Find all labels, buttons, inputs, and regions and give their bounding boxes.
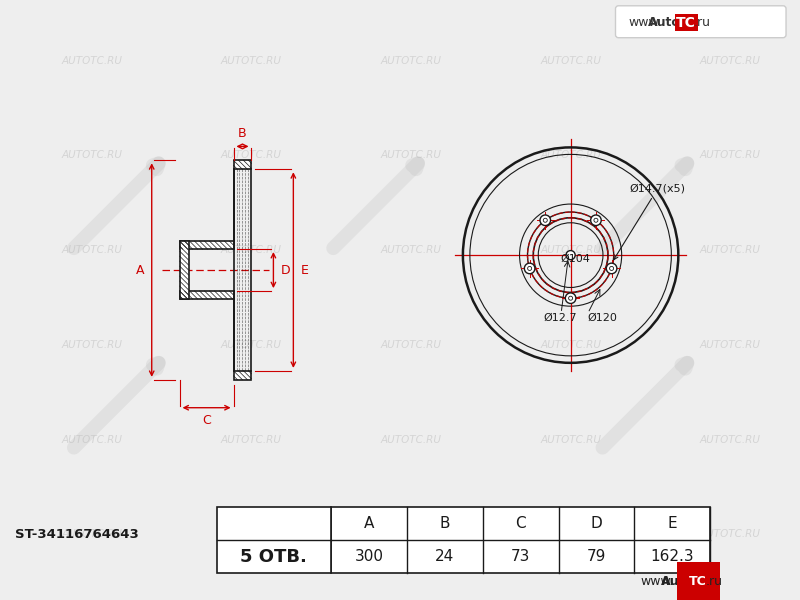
Text: TC: TC	[676, 16, 696, 30]
Text: AUTOTC.RU: AUTOTC.RU	[381, 245, 442, 255]
Text: AUTOTC.RU: AUTOTC.RU	[221, 245, 282, 255]
Text: AUTOTC.RU: AUTOTC.RU	[62, 151, 122, 160]
Text: C: C	[202, 413, 211, 427]
Text: AUTOTC.RU: AUTOTC.RU	[381, 529, 442, 539]
Text: .ru: .ru	[706, 575, 722, 588]
Polygon shape	[180, 291, 234, 299]
Text: AUTOTC.RU: AUTOTC.RU	[700, 151, 761, 160]
Text: TC: TC	[690, 575, 707, 588]
Text: C: C	[515, 517, 526, 532]
Circle shape	[606, 263, 617, 274]
Text: .ru: .ru	[694, 16, 710, 29]
FancyBboxPatch shape	[615, 6, 786, 38]
Text: B: B	[440, 517, 450, 532]
Text: 5 ОТВ.: 5 ОТВ.	[241, 548, 307, 566]
Polygon shape	[234, 371, 251, 380]
Text: 73: 73	[511, 550, 530, 565]
Text: AUTOTC.RU: AUTOTC.RU	[221, 151, 282, 160]
Text: AUTOTC.RU: AUTOTC.RU	[221, 56, 282, 65]
Text: AUTOTC.RU: AUTOTC.RU	[540, 529, 601, 539]
Text: 162.3: 162.3	[650, 550, 694, 565]
Polygon shape	[180, 241, 234, 249]
Circle shape	[590, 215, 602, 226]
Text: AUTOTC.RU: AUTOTC.RU	[540, 56, 601, 65]
Text: Ø12.7: Ø12.7	[543, 313, 577, 323]
Text: www.: www.	[641, 575, 674, 588]
Text: 79: 79	[587, 550, 606, 565]
Text: AUTOTC.RU: AUTOTC.RU	[221, 434, 282, 445]
Text: Ø14.7(x5): Ø14.7(x5)	[614, 184, 686, 260]
Text: E: E	[667, 517, 677, 532]
Polygon shape	[234, 160, 251, 169]
Text: Auto: Auto	[649, 16, 682, 29]
Text: AUTOTC.RU: AUTOTC.RU	[62, 56, 122, 65]
Circle shape	[524, 263, 535, 274]
Text: AUTOTC.RU: AUTOTC.RU	[700, 434, 761, 445]
Text: A: A	[136, 263, 145, 277]
Text: AUTOTC.RU: AUTOTC.RU	[381, 56, 442, 65]
Bar	[331, 508, 710, 573]
Text: AUTOTC.RU: AUTOTC.RU	[700, 340, 761, 350]
Text: A: A	[364, 517, 374, 532]
Text: ST-34116764643: ST-34116764643	[15, 528, 139, 541]
Text: 24: 24	[435, 550, 454, 565]
Text: www.: www.	[629, 16, 662, 29]
Text: AUTOTC.RU: AUTOTC.RU	[221, 529, 282, 539]
Text: AUTOTC.RU: AUTOTC.RU	[221, 340, 282, 350]
Text: AUTOTC.RU: AUTOTC.RU	[700, 56, 761, 65]
Text: AUTOTC.RU: AUTOTC.RU	[540, 340, 601, 350]
Text: AUTOTC.RU: AUTOTC.RU	[62, 245, 122, 255]
Text: D: D	[590, 517, 602, 532]
Polygon shape	[180, 241, 189, 299]
Text: AUTOTC.RU: AUTOTC.RU	[62, 529, 122, 539]
Text: AUTOTC.RU: AUTOTC.RU	[700, 529, 761, 539]
Text: AUTOTC.RU: AUTOTC.RU	[700, 245, 761, 255]
Text: Ø104: Ø104	[561, 254, 590, 264]
Text: Ø120: Ø120	[587, 313, 617, 323]
Text: Auto: Auto	[662, 575, 694, 588]
Text: AUTOTC.RU: AUTOTC.RU	[540, 245, 601, 255]
Text: AUTOTC.RU: AUTOTC.RU	[62, 340, 122, 350]
Text: AUTOTC.RU: AUTOTC.RU	[381, 340, 442, 350]
Text: AUTOTC.RU: AUTOTC.RU	[540, 434, 601, 445]
Circle shape	[566, 293, 576, 304]
Text: B: B	[238, 127, 246, 140]
Text: AUTOTC.RU: AUTOTC.RU	[540, 151, 601, 160]
Text: D: D	[280, 263, 290, 277]
Text: AUTOTC.RU: AUTOTC.RU	[381, 434, 442, 445]
Circle shape	[566, 251, 575, 260]
Text: E: E	[300, 263, 308, 277]
Bar	[217, 508, 331, 573]
Text: AUTOTC.RU: AUTOTC.RU	[62, 434, 122, 445]
Circle shape	[540, 215, 550, 226]
Text: 300: 300	[354, 550, 384, 565]
Text: AUTOTC.RU: AUTOTC.RU	[381, 151, 442, 160]
